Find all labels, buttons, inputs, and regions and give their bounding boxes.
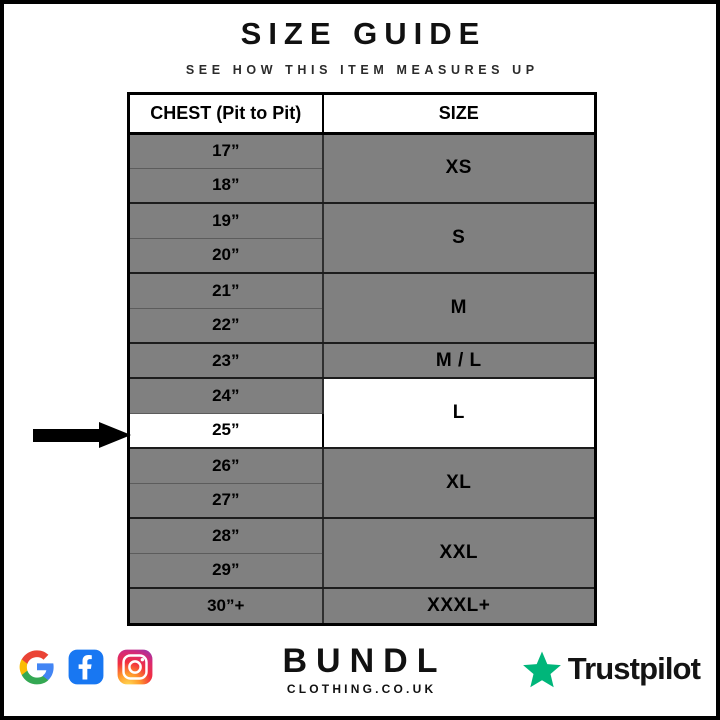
- table-row: 20”: [130, 238, 594, 274]
- chest-measurement-cell: 24”: [130, 378, 324, 414]
- chest-measurement-cell: 20”: [130, 238, 324, 274]
- footer: BUNDL CLOTHING.CO.UK Trustpilot: [4, 636, 716, 710]
- table-row: 29”: [130, 553, 594, 589]
- chest-measurement-cell: 30”+: [130, 588, 324, 623]
- brand-logo: BUNDL CLOTHING.CO.UK: [4, 642, 716, 696]
- instagram-icon[interactable]: [116, 648, 154, 686]
- table-row: 28” XXL: [130, 518, 594, 589]
- chest-measurement-cell: 26”: [130, 448, 324, 484]
- table-body: 17” XS 18” 19” S 20” 21” M 22” 23” M / L 24” L 25” 26”…: [130, 133, 594, 623]
- chest-measurement-cell: 22”: [130, 308, 324, 344]
- social-links: [18, 648, 154, 686]
- chest-measurement-cell: 18”: [130, 168, 324, 204]
- size-label-cell: XXXL+: [322, 588, 594, 623]
- column-header-chest: CHEST (Pit to Pit): [130, 95, 324, 135]
- chest-measurement-cell: 17”: [130, 133, 324, 169]
- size-table: CHEST (Pit to Pit) SIZE 17” XS 18” 19” S 20” 2…: [130, 95, 594, 623]
- size-label-cell: M / L: [322, 343, 594, 379]
- facebook-icon[interactable]: [67, 648, 105, 686]
- page-title: SIZE GUIDE: [240, 16, 487, 51]
- table-header: CHEST (Pit to Pit) SIZE: [130, 95, 594, 135]
- table-row: 26” XL: [130, 448, 594, 519]
- size-label-cell: S: [322, 203, 594, 274]
- table-row: 27”: [130, 483, 594, 519]
- table-row: 21” M: [130, 273, 594, 344]
- column-header-size: SIZE: [322, 95, 594, 135]
- size-label-cell: M: [322, 273, 594, 344]
- chest-measurement-cell: 28”: [130, 518, 324, 554]
- table-row: 22”: [130, 308, 594, 344]
- arrow-shaft: [33, 429, 101, 442]
- trustpilot-wordmark: Trustpilot: [567, 651, 701, 686]
- table-row: 19” S: [130, 203, 594, 274]
- brand-domain: CLOTHING.CO.UK: [286, 681, 437, 696]
- trustpilot-star-icon: [522, 651, 561, 688]
- chest-measurement-cell: 21”: [130, 273, 324, 309]
- brand-name: BUNDL: [282, 642, 447, 680]
- table-header-row: CHEST (Pit to Pit) SIZE: [130, 95, 594, 135]
- chest-measurement-cell: 25”: [130, 413, 324, 449]
- size-label-cell: XS: [322, 133, 594, 204]
- chest-measurement-cell: 27”: [130, 483, 324, 519]
- chest-measurement-cell: 29”: [130, 553, 324, 589]
- trustpilot-logo[interactable]: Trustpilot: [522, 650, 701, 688]
- table-row: 23” M / L: [130, 343, 594, 379]
- arrow-head: [99, 422, 131, 448]
- page-subtitle: SEE HOW THIS ITEM MEASURES UP: [185, 62, 539, 77]
- chest-measurement-cell: 23”: [130, 343, 324, 379]
- size-label-cell: XL: [322, 448, 594, 519]
- table-row: 25”: [130, 413, 594, 449]
- size-label-cell: XXL: [322, 518, 594, 589]
- header: SIZE GUIDE SEE HOW THIS ITEM MEASURES UP: [4, 16, 716, 77]
- google-icon[interactable]: [18, 648, 56, 686]
- table-row: 17” XS: [130, 133, 594, 204]
- size-table-container: CHEST (Pit to Pit) SIZE 17” XS 18” 19” S 20” 2…: [127, 92, 597, 626]
- table-row: 30”+ XXXL+: [130, 588, 594, 623]
- table-row: 24” L: [130, 378, 594, 449]
- chest-measurement-cell: 19”: [130, 203, 324, 239]
- table-row: 18”: [130, 168, 594, 204]
- right-arrow-icon: [33, 422, 133, 448]
- size-label-cell: L: [322, 378, 594, 449]
